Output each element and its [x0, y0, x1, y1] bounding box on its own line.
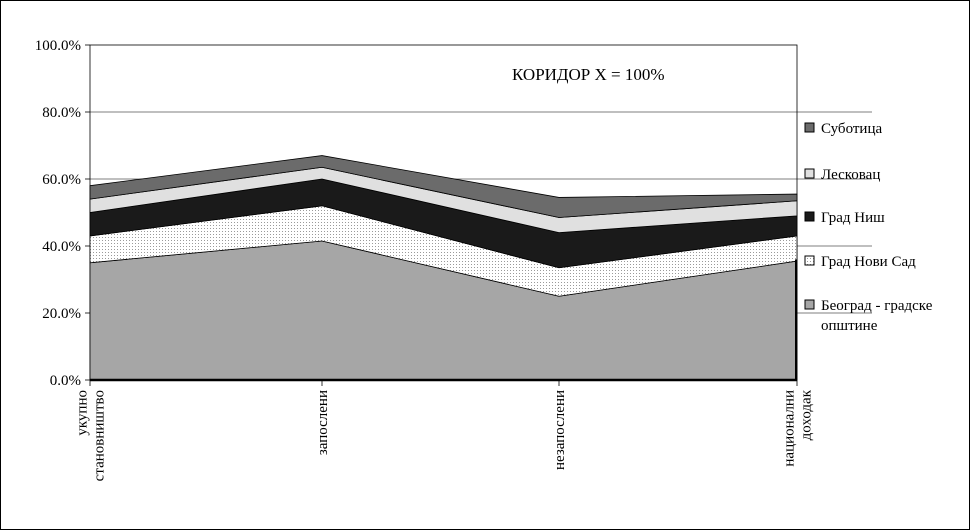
y-tick-label: 100.0%: [35, 38, 81, 54]
legend: Суботица Лесковац Град Ниш Град Нови Сад Бео…: [804, 121, 933, 334]
area-5: [89, 155, 798, 218]
legend-label: Лесковац: [821, 167, 880, 183]
y-tick-label: 40.0%: [42, 239, 81, 255]
x-tick-label: запослени: [315, 390, 331, 455]
axes: 0.0% 20.0% 40.0% 60.0% 80.0% 100.0% укупно стан…: [35, 38, 815, 481]
y-tick-label: 20.0%: [42, 306, 81, 322]
legend-swatch: [804, 299, 815, 310]
annotation-label: КОРИДОР X = 100%: [512, 65, 665, 84]
legend-swatch: [804, 168, 815, 179]
legend-swatch: [804, 122, 815, 133]
legend-swatch: [804, 255, 815, 266]
legend-swatch: [804, 211, 815, 222]
x-tick-label: укупно: [75, 390, 91, 436]
x-tick-label: доходак: [799, 389, 815, 440]
legend-label: Град Нови Сад: [821, 254, 916, 270]
x-tick-label: становништво: [92, 390, 108, 481]
area-series: [89, 155, 798, 381]
x-tick-label: национални: [782, 390, 798, 467]
y-tick-label: 80.0%: [42, 105, 81, 121]
x-tick-label: незапослени: [552, 390, 568, 470]
legend-label: општине: [821, 318, 878, 334]
legend-label: Суботица: [821, 121, 882, 137]
y-tick-label: 0.0%: [50, 373, 81, 389]
legend-label: Београд - градске: [821, 298, 933, 314]
y-tick-label: 60.0%: [42, 172, 81, 188]
legend-label: Град Ниш: [821, 210, 885, 226]
